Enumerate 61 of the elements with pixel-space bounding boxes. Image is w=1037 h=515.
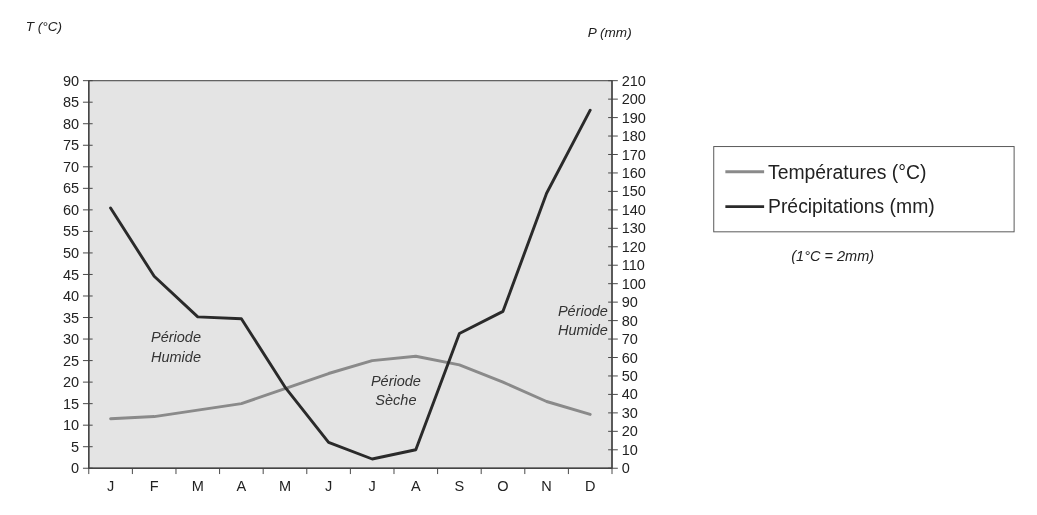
y2-tick-label: 0	[621, 460, 630, 477]
y2-tick-label: 40	[621, 386, 638, 403]
x-tick-label: J	[324, 478, 333, 495]
y-tick-label: 20	[62, 374, 80, 391]
y-tick-label: 15	[62, 395, 80, 412]
y2-tick-label: 10	[621, 441, 638, 458]
x-tick-label: M	[191, 478, 204, 495]
y-tick-label: 65	[62, 180, 80, 197]
x-tick-label: A	[236, 478, 247, 495]
legend-label: Précipitations (mm)	[768, 195, 935, 218]
y2-tick-label: 210	[621, 72, 646, 89]
x-tick-label: A	[410, 478, 421, 495]
y-tick-label: 85	[62, 94, 80, 111]
y-axis-title: T (°C)	[25, 19, 63, 35]
y-tick-label: 0	[71, 460, 80, 477]
y-tick-label: 25	[62, 352, 80, 369]
y2-tick-label: 160	[621, 165, 646, 182]
x-tick-label: J	[368, 478, 376, 495]
text: (1°C = 2mm)	[791, 247, 875, 264]
annotation: Période Humide	[150, 329, 202, 365]
x-tick-label: M	[278, 478, 292, 495]
y-tick-label: 60	[62, 201, 80, 218]
y2-axis-title: P (mm)	[587, 25, 632, 41]
y2-tick-label: 50	[621, 368, 638, 385]
x-tick-label: F	[149, 478, 159, 495]
legend-label: Températures (°C)	[768, 160, 927, 183]
y2-tick-label: 70	[621, 331, 638, 348]
y2-tick-label: 110	[621, 257, 645, 274]
y2-tick-label: 170	[621, 146, 646, 163]
annotation: Période Sèche	[370, 372, 421, 409]
x-tick-label: S	[454, 478, 465, 495]
y2-tick-label: 100	[621, 275, 646, 292]
y2-tick-label: 180	[621, 128, 646, 145]
y-tick-label: 5	[71, 438, 80, 455]
y-tick-label: 75	[62, 137, 80, 154]
x-tick-label: O	[497, 478, 509, 495]
y-tick-label: 50	[62, 245, 80, 262]
y-tick-label: 90	[62, 72, 80, 89]
x-tick-label: D	[584, 478, 596, 495]
y-tick-label: 35	[62, 309, 80, 326]
y2-tick-label: 30	[621, 404, 638, 421]
y2-tick-label: 140	[621, 201, 646, 218]
y2-tick-label: 20	[621, 423, 638, 440]
y2-tick-label: 80	[621, 312, 638, 329]
y2-tick-label: 120	[621, 238, 646, 255]
y2-tick-label: 150	[621, 183, 646, 200]
y-tick-label: 70	[62, 158, 80, 175]
y-tick-label: 10	[62, 417, 80, 434]
y2-tick-label: 90	[621, 294, 638, 311]
y-tick-label: 55	[62, 223, 80, 240]
y2-tick-label: 130	[621, 220, 646, 237]
y-tick-label: 45	[62, 266, 80, 283]
x-tick-label: N	[541, 478, 552, 495]
y-tick-label: 30	[62, 331, 80, 348]
y-tick-label: 40	[62, 288, 80, 305]
y2-tick-label: 200	[621, 91, 646, 108]
y2-tick-label: 190	[621, 109, 646, 126]
x-tick-label: J	[106, 478, 115, 495]
y2-tick-label: 60	[621, 349, 638, 366]
y-tick-label: 80	[62, 115, 80, 132]
annotation: Période Humide	[557, 303, 608, 339]
